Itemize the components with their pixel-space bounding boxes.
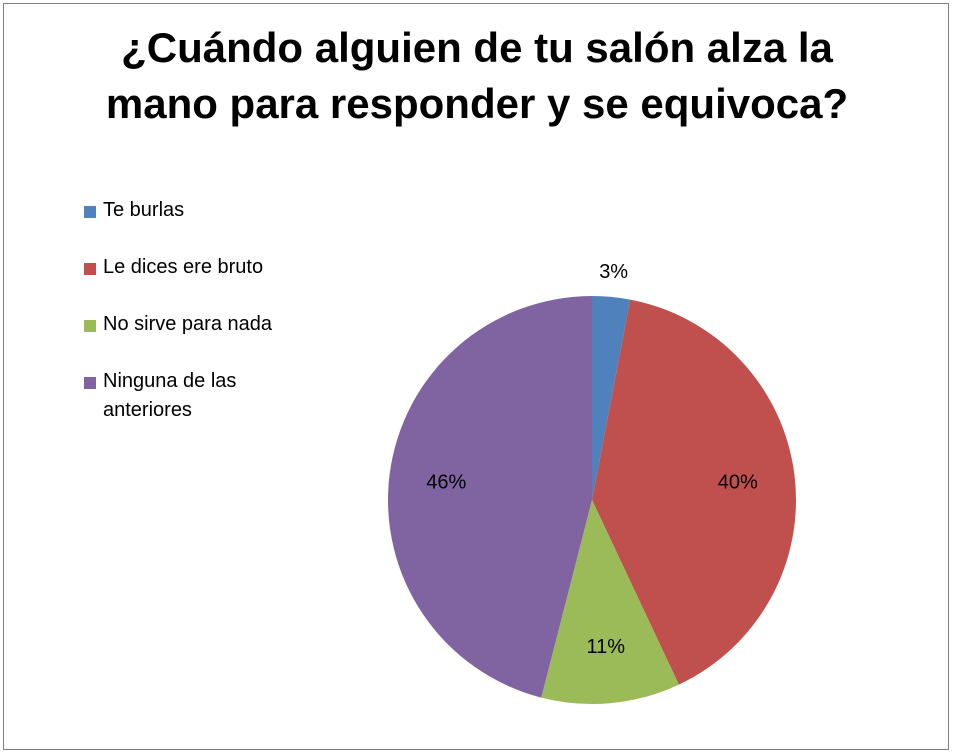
legend-item-le-dices-ere-bruto: Le dices ere bruto (84, 253, 324, 282)
legend-swatch (84, 377, 96, 389)
pie-slice-2 (592, 299, 797, 685)
legend: Te burlas Le dices ere bruto No sirve pa… (84, 196, 324, 453)
pie-slice-3 (541, 500, 679, 704)
legend-swatch (84, 263, 96, 275)
chart-title-line-1: ¿Cuándo alguien de tu salón alza la (121, 24, 833, 71)
legend-item-no-sirve-para-nada: No sirve para nada (84, 310, 324, 339)
chart-title: ¿Cuándo alguien de tu salón alza la mano… (4, 20, 950, 132)
data-label-3: 11% (587, 636, 626, 658)
data-label-4: 46% (426, 472, 466, 494)
pie-chart: 3% 40% 11% 46% (388, 261, 797, 704)
legend-item-te-burlas: Te burlas (84, 196, 324, 225)
chart-area: ¿Cuándo alguien de tu salón alza la mano… (3, 3, 949, 750)
pie-slice-1 (592, 296, 631, 500)
legend-swatch (84, 320, 96, 332)
legend-label: No sirve para nada (103, 313, 272, 335)
legend-swatch (84, 206, 96, 218)
pie-slice-4 (388, 296, 592, 698)
chart-title-line-2: mano para responder y se equivoca? (105, 80, 849, 127)
legend-label: Le dices ere bruto (103, 256, 264, 278)
legend-item-ninguna-de-las-anteriores: Ninguna de las anteriores (84, 367, 324, 425)
legend-label: Ninguna de las anteriores (103, 370, 237, 421)
legend-label: Te burlas (103, 199, 185, 221)
data-label-1: 3% (599, 261, 628, 283)
data-label-2: 40% (718, 472, 758, 494)
